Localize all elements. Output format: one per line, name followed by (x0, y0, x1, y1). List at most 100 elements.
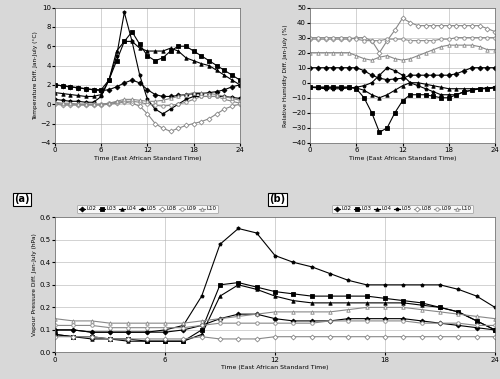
L09 (474, 323, 480, 328)
L05 (70, 328, 76, 332)
L10 (364, 305, 370, 310)
L04 (400, 83, 406, 88)
L05 (307, 85, 313, 89)
L09 (454, 35, 460, 40)
L09 (461, 35, 467, 40)
L09 (446, 37, 452, 41)
L05 (52, 328, 58, 332)
L02 (168, 94, 173, 99)
L05 (198, 294, 204, 298)
L08 (183, 123, 189, 128)
L09 (222, 97, 228, 102)
L08 (237, 102, 243, 106)
Line: L04: L04 (54, 40, 242, 98)
L02 (190, 91, 196, 96)
L10 (315, 50, 321, 55)
L03 (346, 294, 352, 298)
L10 (183, 92, 189, 97)
L02 (136, 81, 142, 85)
L02 (68, 85, 73, 89)
L10 (214, 92, 220, 97)
L09 (136, 100, 142, 105)
L05 (418, 283, 424, 287)
L03 (307, 85, 313, 89)
L04 (469, 86, 475, 91)
L10 (492, 47, 498, 52)
Text: (b): (b) (270, 194, 285, 204)
L02 (175, 93, 181, 98)
L03 (90, 88, 96, 92)
L04 (456, 310, 462, 314)
L05 (160, 111, 166, 116)
L05 (408, 80, 414, 85)
L03 (400, 298, 406, 303)
L05 (290, 260, 296, 265)
L04 (162, 339, 168, 343)
L02 (338, 66, 344, 70)
L05 (237, 96, 243, 101)
L09 (122, 99, 128, 103)
L08 (106, 102, 112, 106)
L03 (183, 44, 189, 49)
L10 (162, 321, 168, 326)
L03 (222, 68, 228, 73)
L08 (90, 103, 96, 107)
L03 (98, 88, 104, 92)
L02 (354, 66, 360, 70)
L08 (290, 334, 296, 339)
L08 (114, 101, 119, 105)
L04 (418, 303, 424, 307)
L03 (237, 78, 243, 82)
L05 (315, 86, 321, 90)
L08 (492, 334, 498, 339)
L02 (474, 326, 480, 330)
Legend: L02, L03, L04, L05, L08, L09, L10: L02, L03, L04, L05, L08, L09, L10 (77, 205, 218, 213)
L04 (52, 332, 58, 337)
L10 (290, 310, 296, 314)
L02 (229, 85, 235, 89)
L05 (88, 330, 94, 334)
L05 (190, 94, 196, 99)
L10 (376, 55, 382, 60)
L10 (168, 96, 173, 101)
L02 (126, 330, 132, 334)
L05 (400, 283, 406, 287)
L10 (68, 101, 73, 105)
L08 (180, 337, 186, 341)
X-axis label: Time (East African Standard Time): Time (East African Standard Time) (221, 365, 329, 370)
L05 (75, 99, 81, 103)
L04 (400, 301, 406, 305)
L02 (98, 88, 104, 93)
L02 (307, 66, 313, 70)
L08 (160, 126, 166, 131)
L08 (136, 104, 142, 108)
L09 (382, 319, 388, 323)
L05 (107, 330, 113, 334)
L10 (307, 50, 313, 55)
L02 (236, 312, 242, 316)
L05 (144, 97, 150, 102)
L02 (408, 73, 414, 77)
L02 (206, 90, 212, 95)
L04 (364, 301, 370, 305)
L02 (217, 316, 223, 321)
L08 (400, 16, 406, 20)
L03 (290, 291, 296, 296)
L09 (392, 37, 398, 41)
L09 (168, 103, 173, 107)
L05 (90, 100, 96, 105)
L04 (408, 80, 414, 85)
L08 (476, 23, 482, 28)
L02 (106, 88, 112, 92)
L09 (88, 323, 94, 328)
L10 (136, 98, 142, 103)
L09 (52, 101, 58, 105)
L03 (384, 125, 390, 130)
L05 (369, 80, 375, 85)
L04 (361, 88, 367, 92)
L04 (183, 56, 189, 60)
L04 (60, 91, 66, 96)
L03 (52, 83, 58, 87)
L05 (308, 265, 314, 269)
L02 (254, 312, 260, 316)
